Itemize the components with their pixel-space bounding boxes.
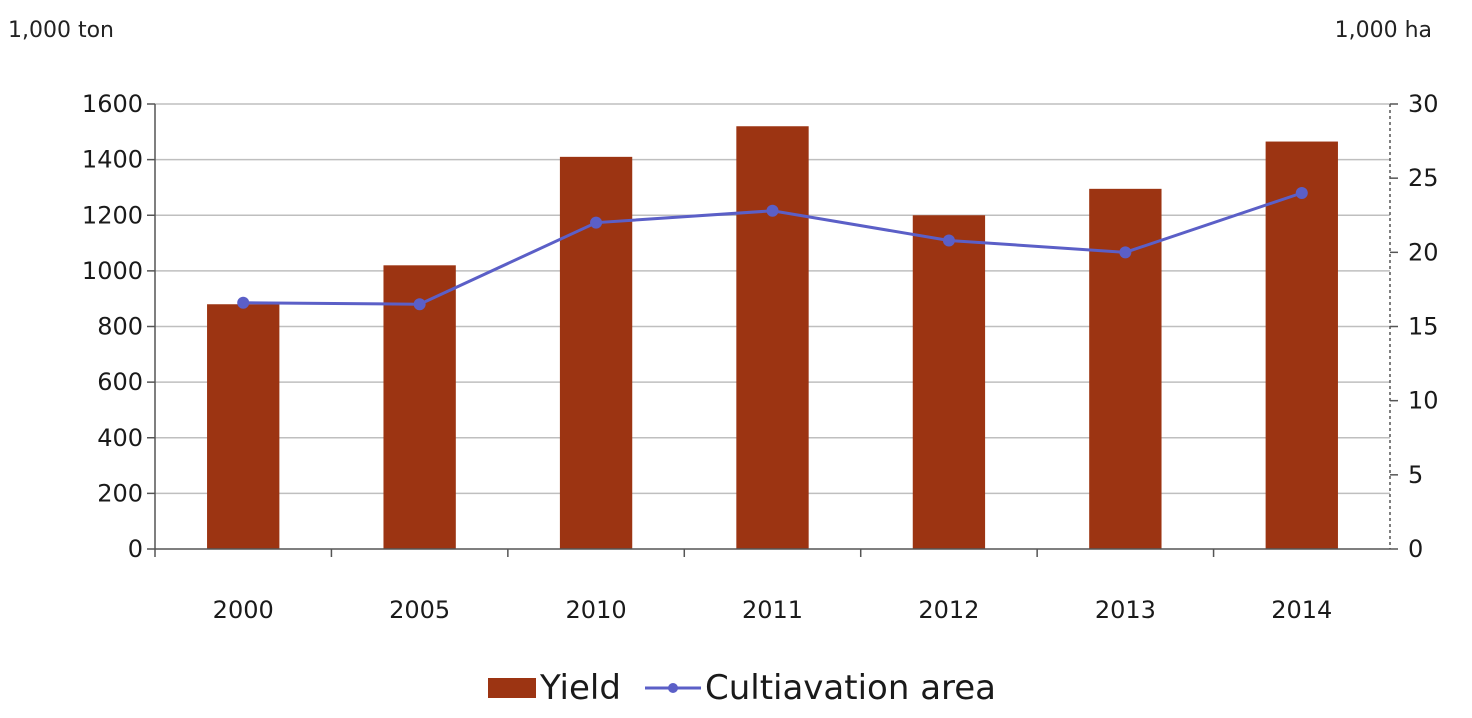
right-tick-label: 30 [1408, 90, 1439, 118]
area-point-2000 [237, 297, 249, 309]
legend-item-area: Cultiavation area [645, 668, 996, 708]
left-tick-label: 800 [97, 313, 143, 341]
legend-swatch-yield [488, 678, 536, 698]
left-tick-label: 1000 [82, 257, 143, 285]
right-tick-label: 15 [1408, 313, 1439, 341]
legend-label-area: Cultiavation area [705, 668, 996, 708]
x-tick-labels: 2000 2005 2010 2011 2012 2013 2014 [213, 596, 1333, 624]
area-point-2010 [590, 217, 602, 229]
bar-2011 [736, 126, 808, 549]
left-tick-label: 1400 [82, 146, 143, 174]
x-tick-label: 2010 [566, 596, 627, 624]
right-tick-label: 20 [1408, 238, 1439, 266]
x-tick-label: 2013 [1095, 596, 1156, 624]
bar-series-yield [207, 126, 1338, 549]
right-tick-label: 10 [1408, 387, 1439, 415]
area-point-2012 [943, 234, 955, 246]
left-tick-label: 1600 [82, 90, 143, 118]
left-tick-label: 600 [97, 368, 143, 396]
area-point-2005 [414, 298, 426, 310]
bar-2010 [560, 157, 632, 549]
left-tick-label: 200 [97, 479, 143, 507]
left-tick-label: 0 [128, 535, 143, 563]
legend: Yield Cultiavation area [488, 668, 996, 708]
bar-2012 [913, 215, 985, 549]
x-tick-label: 2011 [742, 596, 803, 624]
combo-chart: 0 200 400 600 800 1000 1200 1400 1600 0 5 10 15 20 25… [0, 0, 1472, 660]
x-tick-label: 2012 [918, 596, 979, 624]
x-tick-label: 2000 [213, 596, 274, 624]
left-tick-label: 1200 [82, 201, 143, 229]
area-point-2011 [767, 205, 779, 217]
area-point-2013 [1119, 246, 1131, 258]
right-tick-label: 5 [1408, 461, 1423, 489]
x-tick-label: 2014 [1271, 596, 1332, 624]
legend-item-yield: Yield [488, 668, 621, 708]
right-tick-labels: 0 5 10 15 20 25 30 [1408, 90, 1439, 563]
left-tick-labels: 0 200 400 600 800 1000 1200 1400 1600 [82, 90, 143, 563]
x-tick-label: 2005 [389, 596, 450, 624]
legend-label-yield: Yield [540, 668, 621, 708]
right-tick-label: 25 [1408, 164, 1439, 192]
right-tick-label: 0 [1408, 535, 1423, 563]
left-tick-label: 400 [97, 424, 143, 452]
area-point-2014 [1296, 187, 1308, 199]
legend-swatch-area [645, 678, 701, 698]
bar-2000 [207, 304, 279, 549]
